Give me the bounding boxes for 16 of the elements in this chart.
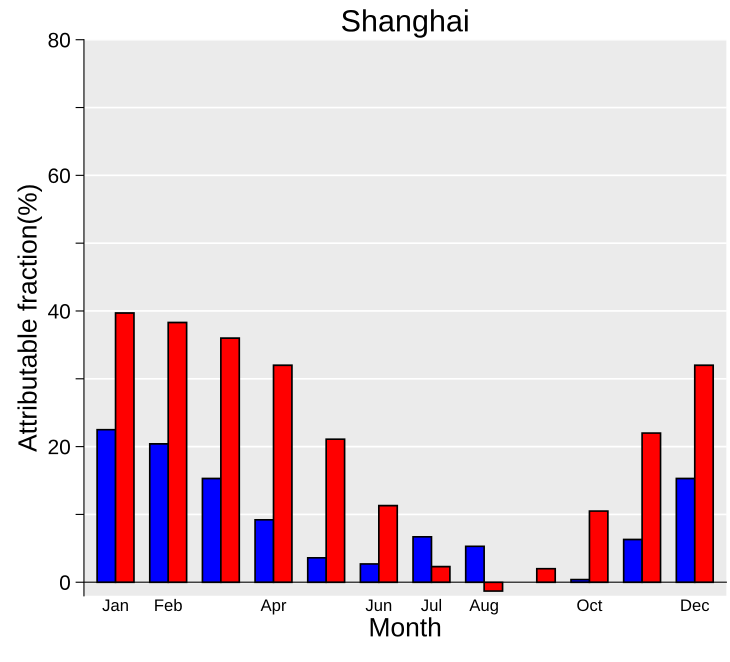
y-tick-label: 20 <box>48 440 70 454</box>
x-tick-label: Jan <box>102 600 128 612</box>
x-tick-label: Apr <box>260 600 286 614</box>
y-tick-label: 0 <box>60 575 70 590</box>
x-tick-label: Feb <box>155 598 182 612</box>
y-tick-label: 80 <box>48 32 70 48</box>
x-tick-label: Jun <box>366 600 392 612</box>
y-tick-label: 40 <box>48 304 70 319</box>
y-axis-title: Attributable fraction(%) <box>17 185 42 452</box>
x-axis-title: Month <box>370 617 440 637</box>
x-tick-label: Jul <box>421 598 442 612</box>
x-tick-label: Aug <box>469 600 498 614</box>
chart-title: Shanghai <box>342 9 468 38</box>
y-tick-label: 60 <box>48 168 70 184</box>
x-tick-label: Dec <box>681 600 710 612</box>
x-tick-label: Oct <box>577 599 602 612</box>
